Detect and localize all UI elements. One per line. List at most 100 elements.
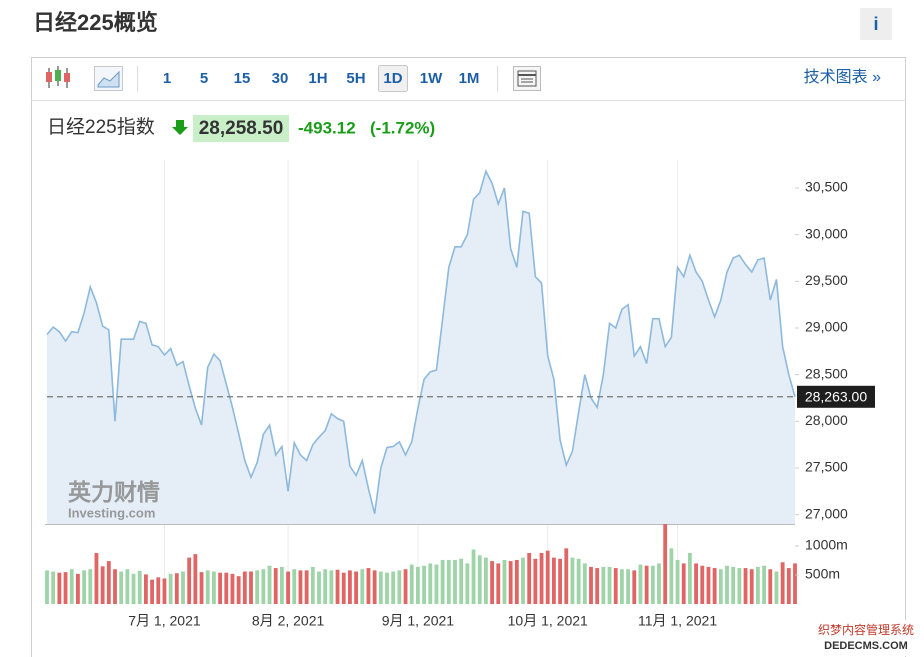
y-tick-label: 28,000 bbox=[805, 412, 848, 428]
volume-bar bbox=[446, 559, 451, 604]
volume-bar bbox=[286, 571, 291, 604]
timeframe-button[interactable]: 30 bbox=[272, 70, 289, 87]
volume-bar bbox=[613, 568, 618, 604]
info-icon[interactable]: i bbox=[873, 14, 878, 34]
volume-bar bbox=[774, 571, 779, 604]
x-tick-label: 8月 2, 2021 bbox=[252, 613, 325, 629]
y-tick-label: 1000m bbox=[805, 537, 848, 553]
volume-bar bbox=[45, 570, 49, 604]
down-arrow bbox=[172, 120, 188, 135]
volume-bar bbox=[162, 578, 167, 604]
volume-bar bbox=[261, 569, 266, 604]
volume-bar bbox=[156, 577, 161, 604]
y-tick-label: 500m bbox=[805, 566, 840, 582]
volume-bar bbox=[570, 557, 575, 604]
volume-bar bbox=[205, 570, 210, 604]
volume-bar bbox=[453, 559, 457, 604]
y-tick-label: 30,000 bbox=[805, 225, 848, 241]
volume-bar bbox=[403, 569, 408, 604]
volume-bar bbox=[743, 568, 748, 604]
index-name: 日经225指数 bbox=[47, 116, 155, 138]
volume-bar bbox=[718, 569, 723, 604]
volume-bar bbox=[638, 564, 643, 604]
plot: 7月 1, 2021 8月 2, 2021 9月 1, 2021 10月 1, 202… bbox=[45, 160, 875, 629]
volume-bar bbox=[706, 566, 711, 604]
timeframe-button[interactable]: 1 bbox=[163, 70, 171, 87]
timeframe-button[interactable]: 5 bbox=[200, 70, 208, 87]
y-tick-label: 29,000 bbox=[805, 319, 848, 335]
volume-bar bbox=[422, 565, 427, 604]
area-icon[interactable] bbox=[94, 66, 123, 91]
volume-bar bbox=[755, 566, 760, 604]
volume-bar bbox=[88, 569, 93, 604]
volume-bar bbox=[397, 570, 402, 604]
volume-bar bbox=[725, 565, 729, 604]
volume-bar bbox=[459, 558, 464, 604]
volume-bar bbox=[675, 559, 680, 604]
volume-bar bbox=[508, 561, 513, 604]
volume-bar bbox=[465, 563, 470, 604]
volume-bar bbox=[255, 570, 260, 604]
volume-bar bbox=[63, 572, 68, 604]
volume-bar bbox=[793, 563, 797, 604]
volume-bar bbox=[496, 563, 501, 604]
technical-chart-link[interactable]: 技术图表 » bbox=[804, 68, 881, 86]
volume-bar bbox=[143, 574, 148, 604]
timeframe-button[interactable]: 1H bbox=[308, 70, 327, 87]
volume-bar bbox=[199, 572, 204, 604]
selected-button[interactable] bbox=[378, 65, 408, 92]
volume-bar bbox=[329, 570, 334, 604]
corner-watermark: 织梦内容管理系统 bbox=[818, 622, 914, 637]
volume-bar bbox=[242, 571, 247, 604]
price-line bbox=[46, 169, 796, 514]
volume-bar bbox=[663, 524, 668, 604]
volume-bar bbox=[589, 566, 593, 604]
volume-bar bbox=[174, 573, 179, 604]
volume-bar bbox=[69, 569, 74, 604]
volume-bar bbox=[341, 572, 346, 604]
volume-bar bbox=[502, 559, 507, 604]
volume-bar bbox=[366, 568, 371, 604]
volume-bar bbox=[310, 566, 315, 604]
volume-bar bbox=[119, 571, 124, 604]
volume-bar bbox=[576, 558, 581, 604]
panel bbox=[31, 57, 906, 657]
volume-bar bbox=[354, 571, 359, 604]
change: -493.12 bbox=[298, 118, 356, 137]
volume-bar bbox=[267, 565, 272, 604]
volume-bar bbox=[595, 568, 600, 604]
timeframe-button[interactable]: 15 bbox=[234, 70, 251, 87]
volume-bar bbox=[181, 571, 185, 604]
x-tick-label: 9月 1, 2021 bbox=[382, 613, 455, 629]
timeframe-button[interactable]: 1D bbox=[383, 70, 402, 87]
volume-bar bbox=[150, 579, 155, 604]
volume-bar bbox=[335, 569, 340, 604]
timeframe-button[interactable]: 1W bbox=[420, 70, 443, 87]
volume-bar bbox=[619, 569, 624, 604]
corner-watermark-bg bbox=[812, 620, 922, 656]
change-percent: (-1.72%) bbox=[370, 118, 435, 137]
watermark-site: Investing.com bbox=[68, 505, 155, 520]
volume-bar bbox=[650, 565, 655, 604]
y-tick-label: 29,500 bbox=[805, 272, 848, 288]
volume-bar bbox=[694, 563, 699, 604]
volume-bar bbox=[477, 555, 482, 604]
info-button[interactable] bbox=[860, 8, 892, 40]
volume-bar bbox=[378, 571, 383, 604]
timeframe-button[interactable]: 1M bbox=[459, 70, 480, 87]
volume-bar bbox=[440, 559, 445, 604]
volume-bar bbox=[539, 552, 544, 604]
volume-bar bbox=[521, 557, 525, 604]
volume-bar bbox=[292, 569, 297, 604]
volume-bar bbox=[273, 568, 278, 604]
volume-bar bbox=[681, 563, 686, 604]
volume-bar bbox=[737, 568, 742, 604]
volume-bar bbox=[236, 576, 241, 604]
table-icon[interactable] bbox=[513, 66, 541, 91]
volume-bar bbox=[409, 564, 414, 604]
timeframe-button[interactable]: 5H bbox=[346, 70, 365, 87]
volume-bar bbox=[768, 569, 773, 604]
volume-bar bbox=[317, 571, 321, 604]
volume-bar bbox=[391, 571, 396, 604]
candle-icon[interactable] bbox=[46, 66, 70, 88]
